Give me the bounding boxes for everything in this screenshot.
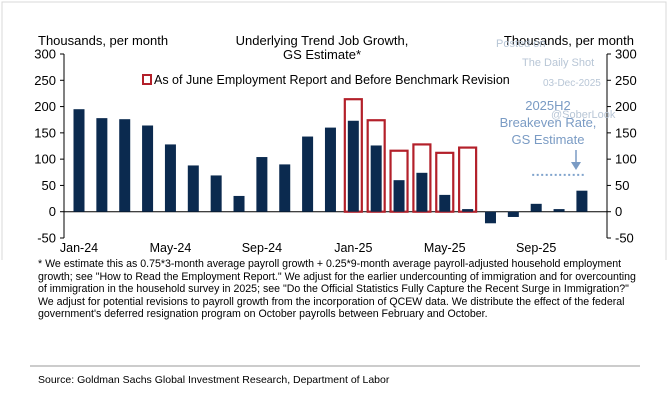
chart-subtitle: GS Estimate* xyxy=(283,47,361,62)
y-tick-label-left: -50 xyxy=(37,231,56,246)
bar-Aug-24 xyxy=(233,195,245,212)
y-tick-label-left: 0 xyxy=(49,204,56,219)
y-tick-label-right: 150 xyxy=(615,125,637,140)
breakeven-arrow-head xyxy=(571,162,581,170)
bar-May-25 xyxy=(439,194,451,212)
bar-Dec-24 xyxy=(324,127,336,212)
breakeven-label-line-2: Breakeven Rate, xyxy=(500,115,597,130)
legend-entry: As of June Employment Report and Before … xyxy=(154,73,510,87)
watermark-line-4: @SoberLook xyxy=(551,109,616,121)
bar-Sep-24 xyxy=(256,157,268,212)
bar-Jun-24 xyxy=(187,165,199,212)
figure-border xyxy=(1,1,667,260)
x-tick-label: Jan-24 xyxy=(60,241,98,255)
bar-Jan-25 xyxy=(347,120,359,212)
bar-outline-Jun-25 xyxy=(458,146,478,213)
y-tick-label-right: 200 xyxy=(615,99,637,114)
y-tick-label-right: 100 xyxy=(615,152,637,167)
bar-Apr-25 xyxy=(416,172,428,212)
bar-May-24 xyxy=(164,144,176,212)
bar-Sep-25 xyxy=(530,203,542,212)
bar-Mar-25 xyxy=(393,180,405,212)
x-tick-label: Sep-24 xyxy=(242,241,282,255)
bar-Jul-24 xyxy=(210,175,222,212)
chart-svg: Underlying Trend Job Growth, GS Estimate… xyxy=(1,1,667,260)
watermark-line-1: Posted on xyxy=(496,38,546,50)
bar-Nov-24 xyxy=(302,136,314,212)
y-tick-label-right: 250 xyxy=(615,73,637,88)
watermark-line-3: 03-Dec-2025 xyxy=(543,78,601,89)
source-text: Source: Goldman Sachs Global Investment … xyxy=(38,374,390,386)
x-tick-label: May-24 xyxy=(150,241,192,255)
y-tick-label-right: -50 xyxy=(615,231,634,246)
bar-Nov-25 xyxy=(576,190,588,212)
y-axis-label-left: Thousands, per month xyxy=(38,33,168,48)
y-tick-label-left: 150 xyxy=(34,125,56,140)
watermark-line-2: The Daily Shot xyxy=(522,57,594,69)
breakeven-label-line-1: 2025H2 xyxy=(525,98,571,113)
y-tick-label-left: 50 xyxy=(42,178,56,193)
chart-title: Underlying Trend Job Growth, xyxy=(236,33,409,48)
bar-Apr-24 xyxy=(142,125,154,212)
y-tick-label-left: 100 xyxy=(34,152,56,167)
x-tick-label: Jan-25 xyxy=(334,241,372,255)
y-tick-label-right: 50 xyxy=(615,178,629,193)
legend-swatch xyxy=(142,74,152,85)
y-tick-label-left: 300 xyxy=(34,47,56,62)
footnote: * We estimate this as 0.75*3-month avera… xyxy=(38,258,636,321)
bar-Aug-25 xyxy=(507,211,519,217)
source-divider xyxy=(30,365,640,367)
bar-Jun-25 xyxy=(462,209,474,212)
bar-Mar-24 xyxy=(119,119,131,212)
breakeven-label-line-3: GS Estimate xyxy=(512,132,585,147)
y-tick-label-right: 300 xyxy=(615,47,637,62)
bar-Oct-24 xyxy=(279,164,291,212)
bar-Oct-25 xyxy=(553,209,565,212)
bar-Feb-25 xyxy=(370,145,382,212)
y-tick-label-left: 250 xyxy=(34,73,56,88)
y-tick-label-right: 0 xyxy=(615,204,622,219)
bar-Jul-25 xyxy=(484,211,496,224)
x-tick-label: May-25 xyxy=(424,241,466,255)
bars xyxy=(73,98,588,224)
y-axis-label-right: Thousands, per month xyxy=(504,33,634,48)
y-tick-label-left: 200 xyxy=(34,99,56,114)
bar-Feb-24 xyxy=(96,118,108,212)
bar-Jan-24 xyxy=(73,109,85,212)
chart-text: Underlying Trend Job Growth, GS Estimate… xyxy=(34,33,636,255)
x-tick-label: Sep-25 xyxy=(516,241,556,255)
